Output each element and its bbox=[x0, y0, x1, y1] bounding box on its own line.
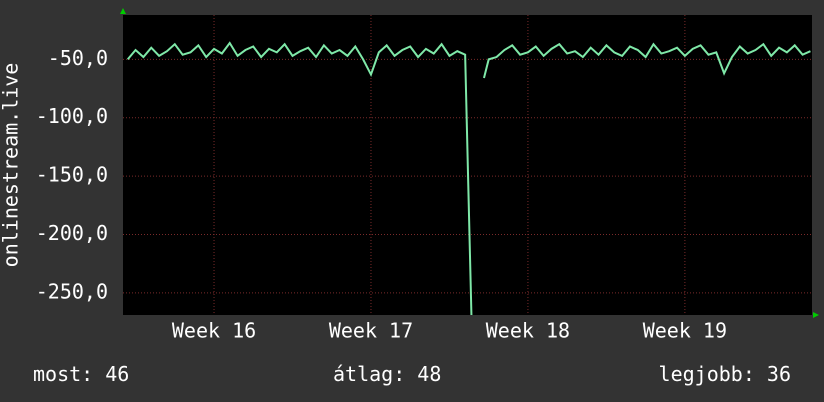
stat-label: átlag: bbox=[333, 362, 405, 386]
axis-arrow bbox=[120, 8, 126, 14]
stat: átlag: 48 bbox=[333, 362, 441, 386]
x-tick-label: Week 19 bbox=[643, 319, 727, 343]
y-tick-label: -150,0 bbox=[36, 163, 108, 187]
x-tick-label: Week 17 bbox=[329, 319, 413, 343]
x-tick-label: Week 16 bbox=[172, 319, 256, 343]
y-tick-label: -200,0 bbox=[36, 221, 108, 245]
x-tick-label: Week 18 bbox=[486, 319, 570, 343]
stat-value: 48 bbox=[417, 362, 441, 386]
stat-label: most: bbox=[33, 362, 93, 386]
stat-value: 46 bbox=[105, 362, 129, 386]
y-tick-label: -250,0 bbox=[36, 279, 108, 303]
y-tick-label: -100,0 bbox=[36, 104, 108, 128]
y-tick-label: -50,0 bbox=[48, 46, 108, 70]
stat-value: 36 bbox=[767, 362, 791, 386]
stat-label: legjobb: bbox=[659, 362, 755, 386]
stat: most: 46 bbox=[33, 362, 129, 386]
line bbox=[126, 41, 811, 315]
y-axis-label: onlinestream.live bbox=[0, 63, 23, 268]
stat: legjobb: 36 bbox=[659, 362, 791, 386]
axis-arrow bbox=[813, 312, 819, 318]
